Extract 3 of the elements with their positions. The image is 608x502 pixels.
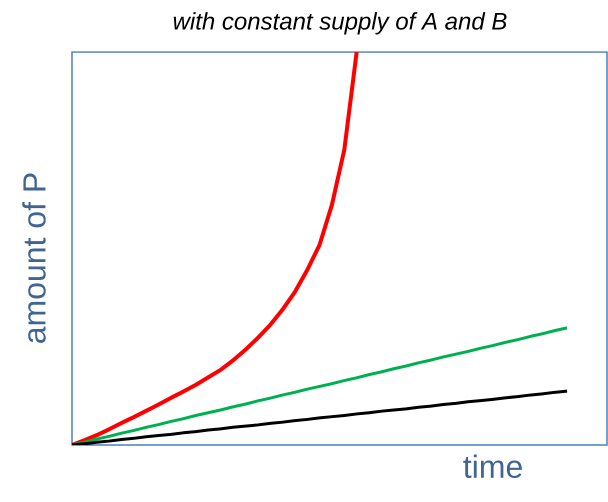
y-axis-title: amount of P xyxy=(22,173,46,343)
x-axis-title: time xyxy=(463,454,522,478)
chart-title: with constant supply of A and B xyxy=(174,12,507,34)
